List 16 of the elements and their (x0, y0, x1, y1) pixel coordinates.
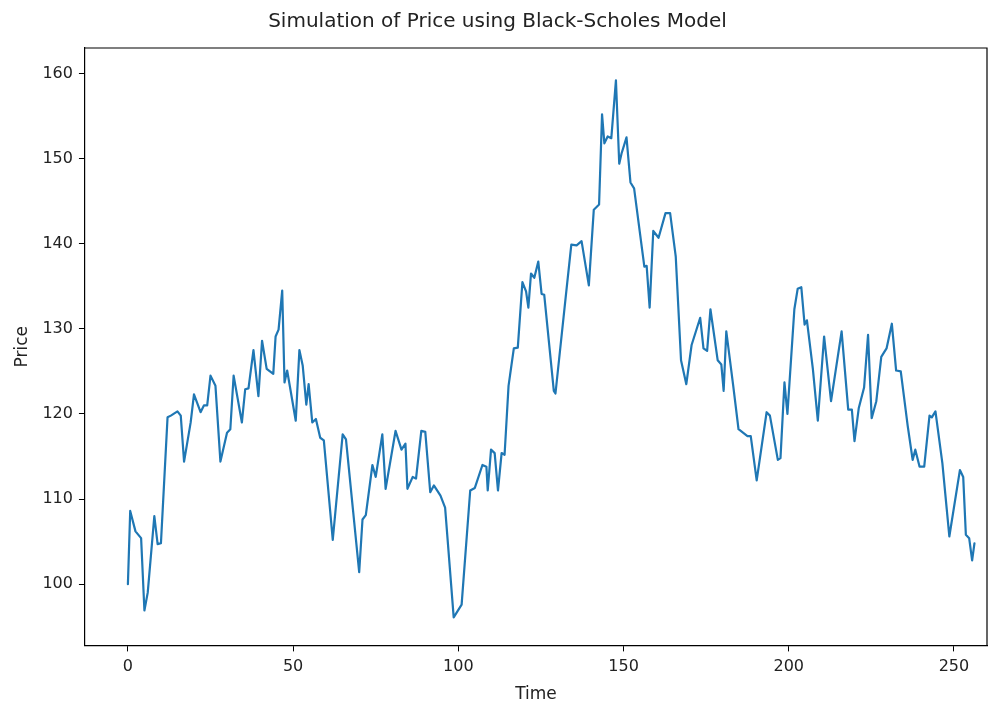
y-tick-label: 150 (42, 147, 73, 167)
y-tick-label: 120 (42, 403, 73, 423)
x-tick-label: 0 (122, 656, 133, 676)
y-tick-label: 100 (42, 573, 73, 593)
x-tick-label: 50 (282, 656, 304, 676)
y-tick-label: 160 (42, 62, 73, 82)
x-axis-title: Time (514, 683, 557, 704)
y-tick-label: 130 (42, 317, 73, 337)
chart-title: Simulation of Price using Black-Scholes Model (268, 8, 727, 33)
x-tick-label: 200 (773, 656, 805, 676)
y-tick-label: 110 (42, 488, 73, 508)
x-tick-label: 100 (443, 656, 474, 676)
x-tick-label: 150 (608, 656, 639, 676)
y-axis-title: Price (10, 325, 31, 368)
x-tick-label: 250 (938, 656, 970, 676)
y-tick-label: 140 (42, 232, 73, 252)
